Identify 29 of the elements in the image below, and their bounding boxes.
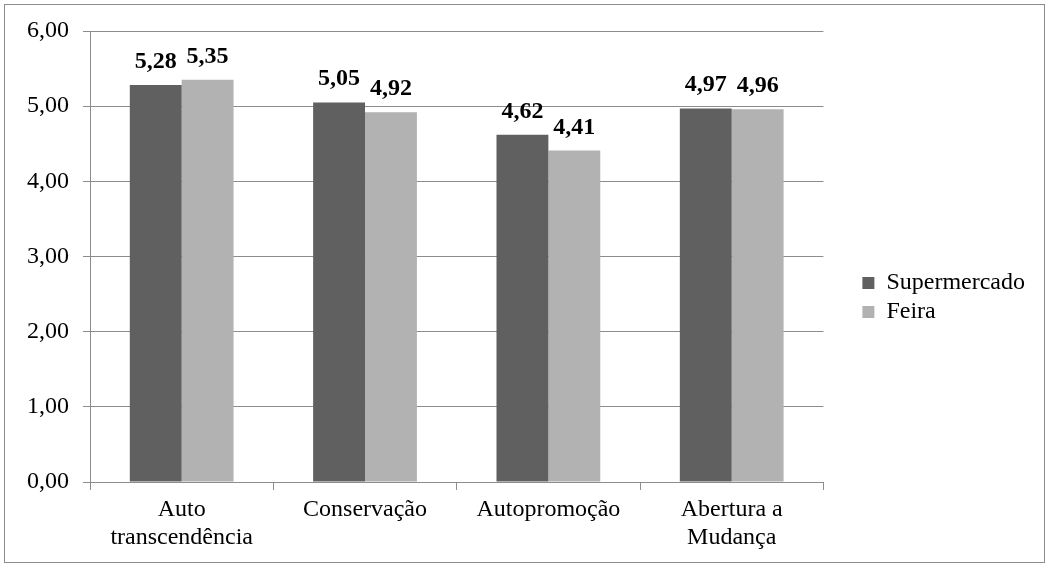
y-tick-label: 1,00 <box>27 392 69 419</box>
bar <box>548 150 601 482</box>
x-tick-label: Autopromoção <box>476 495 621 522</box>
bar <box>129 85 182 482</box>
y-tick-label: 6,00 <box>27 16 69 43</box>
y-tick-label: 4,00 <box>27 166 69 193</box>
x-tick-label: Auto transcendência <box>110 495 254 549</box>
legend-label: Supermercado <box>886 268 1025 295</box>
bar <box>313 102 366 482</box>
data-label: 4,41 <box>553 112 596 139</box>
data-label: 5,28 <box>134 47 177 74</box>
data-label: 4,96 <box>736 71 779 98</box>
data-label: 5,05 <box>318 64 361 91</box>
data-label: 5,35 <box>186 41 229 68</box>
bar <box>679 108 732 482</box>
y-tick-label: 3,00 <box>27 241 69 268</box>
bar <box>365 112 417 482</box>
bar <box>731 109 784 482</box>
y-tick-label: 5,00 <box>27 91 69 118</box>
data-label: 4,92 <box>369 74 412 101</box>
data-label: 4,97 <box>684 70 727 97</box>
x-tick-label: Abertura a Mudança <box>680 495 784 549</box>
y-tick-label: 2,00 <box>27 316 69 343</box>
bar <box>181 79 234 482</box>
legend-label: Feira <box>886 297 937 324</box>
bar <box>496 134 549 482</box>
y-tick-label: 0,00 <box>27 467 69 494</box>
x-tick-label: Conservação <box>303 495 427 522</box>
data-label: 4,62 <box>501 96 544 123</box>
